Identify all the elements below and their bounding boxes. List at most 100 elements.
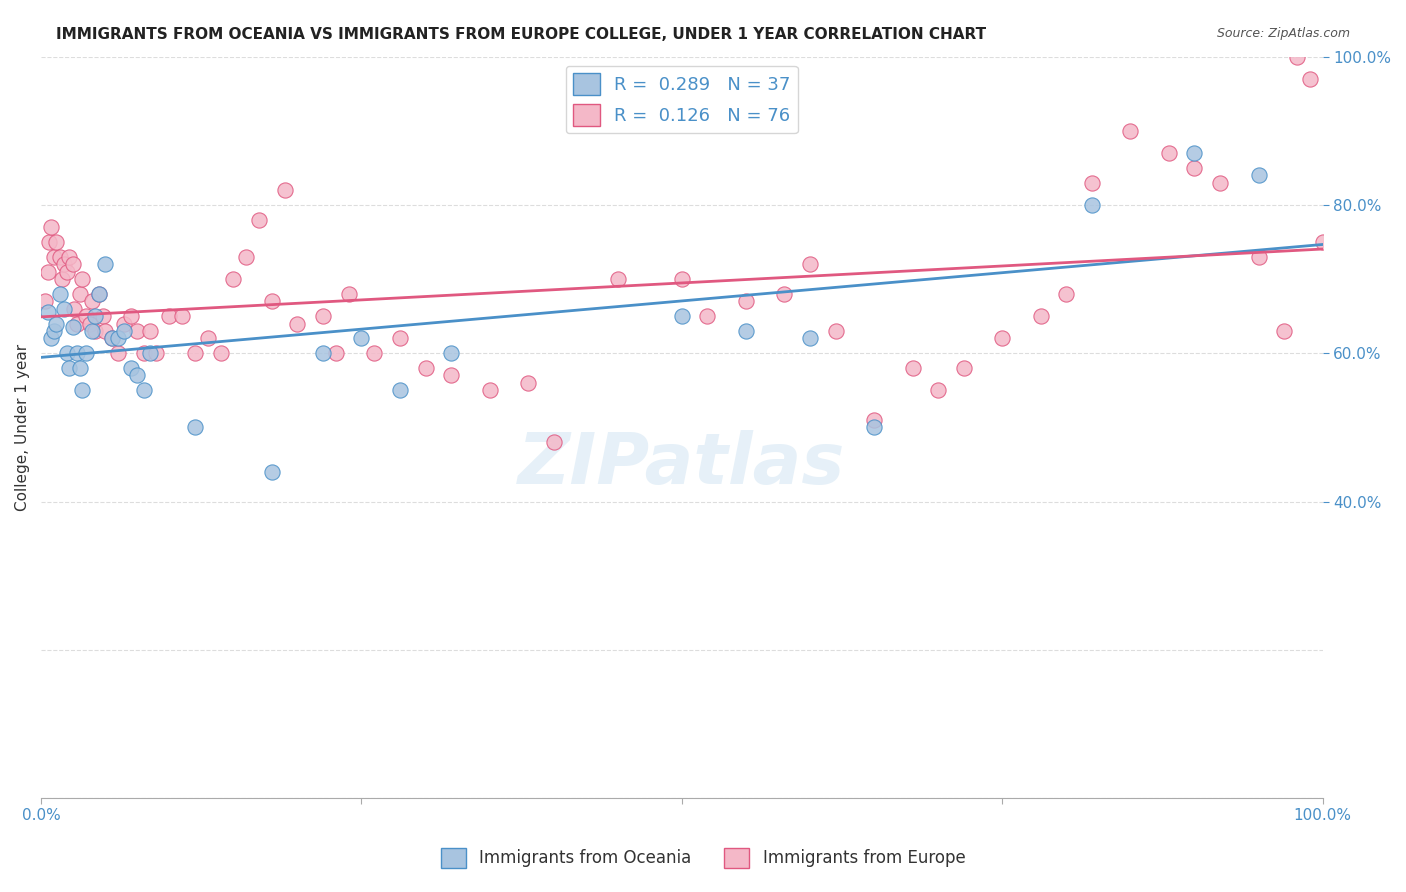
Immigrants from Oceania [45, 317, 67, 331]
Immigrants from Europe [1184, 161, 1206, 175]
Immigrants from Oceania [84, 309, 107, 323]
Immigrants from Europe [66, 317, 89, 331]
Immigrants from Europe [952, 361, 974, 376]
Immigrants from Oceania [66, 346, 89, 360]
Immigrants from Europe [1285, 50, 1308, 64]
Immigrants from Europe [1029, 309, 1052, 323]
Immigrants from Europe [197, 331, 219, 345]
Legend: R =  0.289   N = 37, R =  0.126   N = 76: R = 0.289 N = 37, R = 0.126 N = 76 [565, 66, 799, 133]
Immigrants from Europe [41, 220, 63, 235]
Immigrants from Oceania [350, 331, 373, 345]
Immigrants from Europe [139, 324, 162, 338]
Immigrants from Europe [325, 346, 347, 360]
Immigrants from Europe [120, 309, 142, 323]
Immigrants from Europe [799, 257, 821, 271]
Immigrants from Oceania [41, 331, 63, 345]
Immigrants from Europe [415, 361, 437, 376]
Immigrants from Oceania [184, 420, 207, 434]
Immigrants from Europe [107, 346, 129, 360]
Immigrants from Oceania [69, 361, 91, 376]
Immigrants from Europe [517, 376, 540, 390]
Immigrants from Oceania [312, 346, 335, 360]
Immigrants from Europe [127, 324, 149, 338]
Immigrants from Europe [79, 317, 101, 331]
Immigrants from Oceania [735, 324, 758, 338]
Immigrants from Europe [543, 435, 565, 450]
Immigrants from Oceania [70, 384, 93, 398]
Immigrants from Oceania [62, 320, 84, 334]
Immigrants from Oceania [120, 361, 142, 376]
Immigrants from Europe [927, 384, 949, 398]
Immigrants from Oceania [112, 324, 135, 338]
Immigrants from Oceania [55, 346, 77, 360]
Immigrants from Europe [45, 235, 67, 249]
Immigrants from Europe [209, 346, 232, 360]
Immigrants from Oceania [132, 384, 155, 398]
Immigrants from Europe [901, 361, 924, 376]
Immigrants from Europe [1312, 235, 1334, 249]
Immigrants from Oceania [107, 331, 129, 345]
Immigrants from Europe [49, 250, 72, 264]
Immigrants from Europe [145, 346, 167, 360]
Immigrants from Europe [735, 294, 758, 309]
Immigrants from Europe [87, 287, 110, 301]
Immigrants from Europe [91, 309, 114, 323]
Immigrants from Europe [58, 250, 80, 264]
Immigrants from Europe [112, 317, 135, 331]
Immigrants from Europe [773, 287, 796, 301]
Immigrants from Europe [1247, 250, 1270, 264]
Immigrants from Oceania [37, 305, 59, 319]
Immigrants from Oceania [82, 324, 104, 338]
Immigrants from Oceania [139, 346, 162, 360]
Immigrants from Europe [388, 331, 411, 345]
Immigrants from Europe [70, 272, 93, 286]
Immigrants from Oceania [388, 384, 411, 398]
Immigrants from Europe [170, 309, 193, 323]
Text: ZIPatlas: ZIPatlas [519, 430, 845, 499]
Immigrants from Europe [1081, 176, 1104, 190]
Immigrants from Oceania [100, 331, 122, 345]
Immigrants from Europe [440, 368, 463, 383]
Immigrants from Europe [696, 309, 718, 323]
Immigrants from Europe [824, 324, 846, 338]
Immigrants from Europe [337, 287, 360, 301]
Immigrants from Oceania [1184, 146, 1206, 161]
Immigrants from Europe [1299, 71, 1322, 86]
Immigrants from Europe [1209, 176, 1232, 190]
Immigrants from Europe [363, 346, 385, 360]
Y-axis label: College, Under 1 year: College, Under 1 year [15, 343, 30, 511]
Immigrants from Europe [53, 257, 76, 271]
Immigrants from Europe [260, 294, 283, 309]
Immigrants from Europe [184, 346, 207, 360]
Immigrants from Oceania [671, 309, 693, 323]
Immigrants from Europe [1157, 146, 1180, 161]
Immigrants from Europe [100, 331, 122, 345]
Immigrants from Europe [222, 272, 245, 286]
Immigrants from Europe [55, 265, 77, 279]
Immigrants from Europe [84, 324, 107, 338]
Immigrants from Europe [312, 309, 335, 323]
Immigrants from Oceania [127, 368, 149, 383]
Immigrants from Oceania [1081, 198, 1104, 212]
Immigrants from Europe [157, 309, 180, 323]
Immigrants from Europe [863, 413, 886, 427]
Immigrants from Europe [62, 257, 84, 271]
Immigrants from Europe [75, 309, 97, 323]
Text: Source: ZipAtlas.com: Source: ZipAtlas.com [1216, 27, 1350, 40]
Text: IMMIGRANTS FROM OCEANIA VS IMMIGRANTS FROM EUROPE COLLEGE, UNDER 1 YEAR CORRELAT: IMMIGRANTS FROM OCEANIA VS IMMIGRANTS FR… [56, 27, 987, 42]
Immigrants from Oceania [53, 301, 76, 316]
Immigrants from Europe [63, 301, 86, 316]
Immigrants from Oceania [49, 287, 72, 301]
Immigrants from Oceania [75, 346, 97, 360]
Immigrants from Oceania [863, 420, 886, 434]
Immigrants from Europe [235, 250, 257, 264]
Immigrants from Europe [1119, 124, 1142, 138]
Immigrants from Oceania [87, 287, 110, 301]
Immigrants from Europe [1054, 287, 1077, 301]
Immigrants from Europe [38, 235, 60, 249]
Immigrants from Europe [51, 272, 73, 286]
Immigrants from Europe [606, 272, 628, 286]
Immigrants from Europe [37, 265, 59, 279]
Immigrants from Oceania [58, 361, 80, 376]
Immigrants from Europe [69, 287, 91, 301]
